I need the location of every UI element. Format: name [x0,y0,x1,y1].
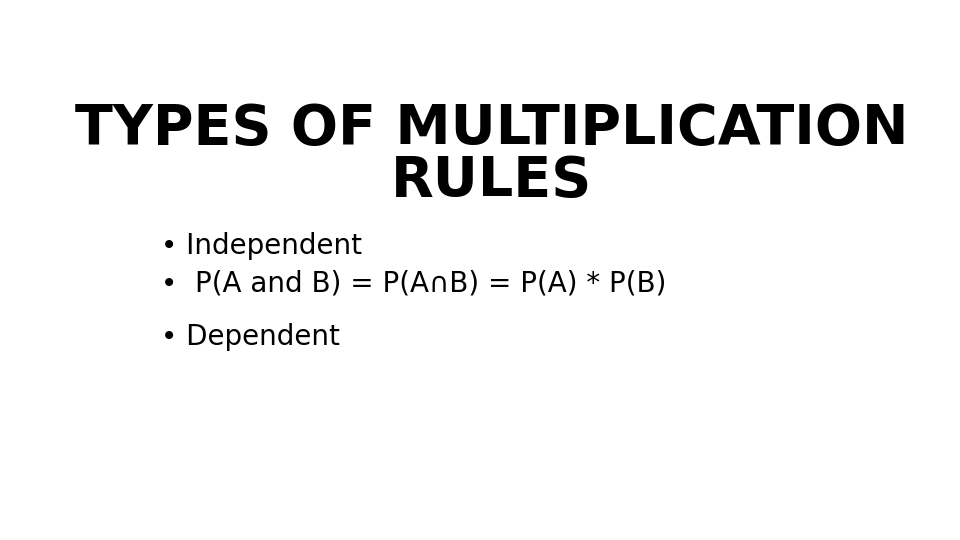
Text: TYPES OF MULTIPLICATION: TYPES OF MULTIPLICATION [75,102,909,156]
Text: • Dependent: • Dependent [161,323,340,351]
Text: RULES: RULES [392,154,592,208]
Text: • Independent: • Independent [161,232,362,260]
Text: •  P(A and B) = P(A∩B) = P(A) * P(B): • P(A and B) = P(A∩B) = P(A) * P(B) [161,269,666,297]
